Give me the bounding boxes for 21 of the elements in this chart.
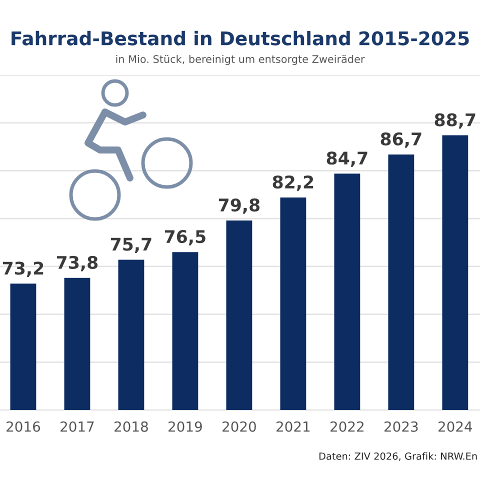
data-label: 84,7 [326, 152, 368, 167]
text: Daten: ZIV 2026, Grafik: NRW.En [319, 452, 477, 461]
x-tick-label: 2021 [276, 421, 310, 432]
x-tick-label: 2020 [222, 421, 256, 432]
data-label: 73,8 [56, 256, 98, 272]
data-label: 79,8 [218, 198, 260, 214]
chart-title: Fahrrad-Bestand in Deutschland 2015-2025 [12, 30, 469, 46]
data-label: 88,7 [434, 113, 476, 129]
x-tick-label: 2024 [438, 421, 472, 432]
x-tick-label: 2017 [60, 421, 94, 432]
data-label: 86,7 [380, 132, 422, 148]
x-tick-label: 2019 [168, 421, 202, 432]
data-label: 82,2 [272, 175, 314, 191]
chart-subtitle: in Mio. Stück, bereinigt um entsorgte Zweiräder [116, 54, 365, 66]
data-label: 75,7 [110, 238, 152, 254]
data-label: 76,5 [164, 230, 206, 246]
x-tick-label: 2023 [384, 421, 418, 432]
x-tick-label: 2022 [330, 421, 364, 432]
data-label: 73,2 [2, 262, 44, 277]
x-tick-label: 2018 [114, 421, 148, 432]
x-tick-label: 2016 [6, 421, 40, 432]
